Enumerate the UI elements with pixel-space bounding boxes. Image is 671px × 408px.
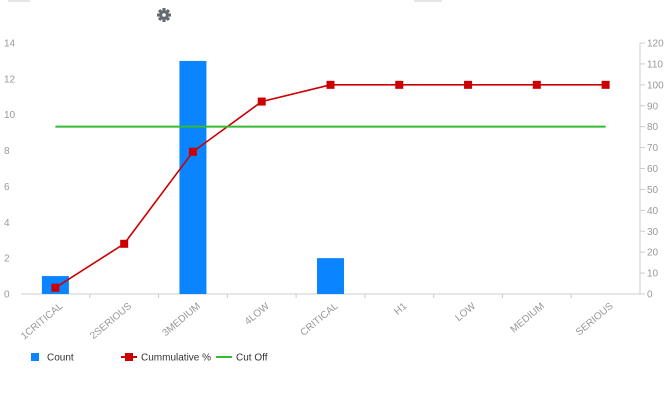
legend-label: Cut Off [236,353,268,364]
right-y-tick-label: 40 [647,206,659,217]
left-y-tick-label: 14 [4,39,16,50]
left-y-tick-label: 4 [4,218,10,229]
gear-icon [157,8,171,22]
right-y-tick-label: 20 [647,248,659,259]
left-y-tick-label: 10 [4,110,16,121]
x-category-label: 4LOW [243,301,272,328]
toolbar-stub-right [414,0,442,2]
right-y-tick-label: 90 [647,101,659,112]
right-y-tick-label: 50 [647,185,659,196]
legend-label: Count [47,353,74,364]
x-category-label: 1CRITICAL [19,301,66,343]
x-category-label: LOW [453,301,478,324]
legend-item: Count [31,353,74,364]
legend-swatch [31,353,39,361]
cumulative-point [601,80,610,89]
settings-button[interactable] [157,8,171,22]
right-y-tick-label: 60 [647,164,659,175]
right-y-tick-label: 120 [647,39,664,50]
cumulative-point [120,239,129,248]
right-y-tick-label: 70 [647,143,659,154]
chart-legend: Count Cummulative % Cut Off [31,353,268,364]
x-category-label: 3MEDIUM [160,301,202,339]
legend-marker [125,353,133,361]
count-bar [179,60,207,294]
right-y-tick-label: 0 [647,290,653,301]
x-category-label: MEDIUM [509,301,547,335]
left-y-tick-label: 2 [4,254,10,265]
cumulative-point [532,80,541,89]
cumulative-line [54,84,606,289]
right-y-tick-label: 10 [647,269,659,280]
bar-series [41,60,344,294]
right-y-tick-label: 100 [647,80,664,91]
x-category-label: 2SERIOUS [88,301,134,342]
x-category-label: SERIOUS [574,301,616,339]
toolbar-stub-left [8,0,30,2]
cumulative-point [326,80,335,89]
left-y-tick-label: 6 [4,182,10,193]
count-bar [317,258,344,294]
left-y-tick-label: 12 [4,74,16,85]
cumulative-point [188,147,197,156]
left-y-tick-label: 8 [4,146,10,157]
cumulative-point [257,97,266,106]
x-category-label: CRITICAL [298,301,340,339]
line-series [51,80,610,292]
right-y-tick-label: 80 [647,122,659,133]
legend-item: Cut Off [216,353,268,364]
legend-item: Cummulative % [121,353,211,364]
cumulative-point [464,80,473,89]
legend-label: Cummulative % [141,353,211,364]
x-category-label: H1 [392,301,409,318]
cumulative-point [395,80,404,89]
cumulative-point [51,283,60,292]
left-y-tick-label: 0 [4,290,10,301]
right-y-tick-label: 110 [647,59,663,70]
right-y-tick-label: 30 [647,227,659,238]
